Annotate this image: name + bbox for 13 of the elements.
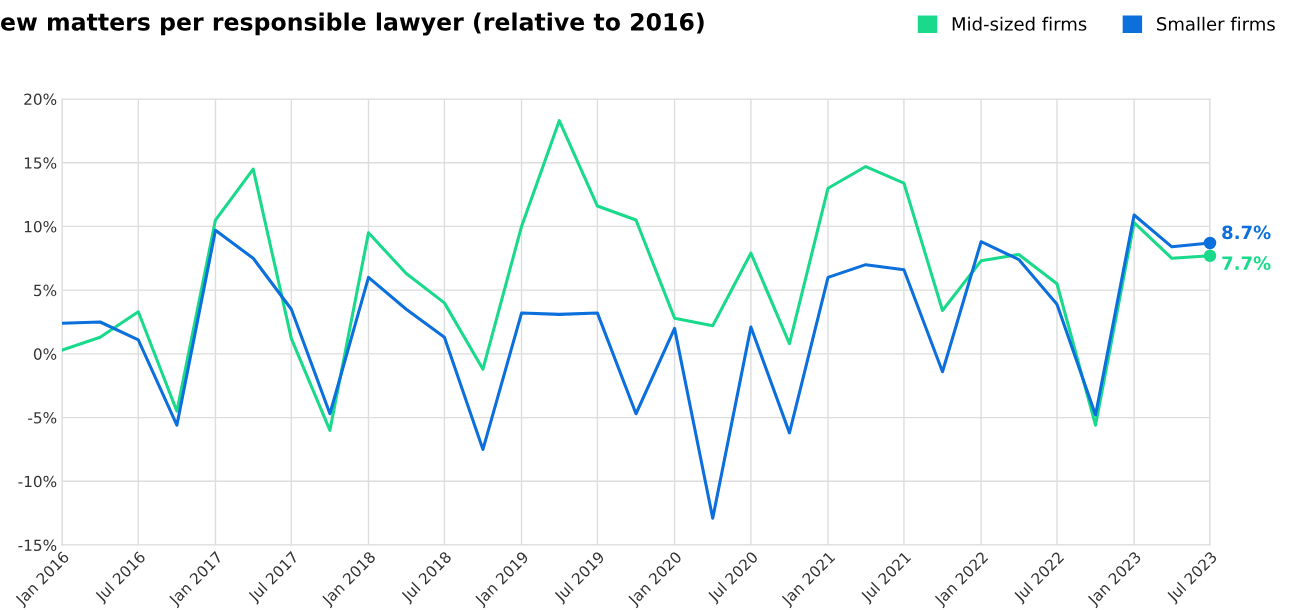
y-tick-label: 15% [24,157,57,169]
y-tick-label: 20% [24,93,57,106]
chart-title: ew matters per responsible lawyer (relative to 2016) [1,12,704,36]
y-tick-label: -15% [18,539,57,552]
y-tick-label: -5% [28,412,57,424]
legend-label: Mid-sized firms [952,16,1087,31]
y-tick-label: 5% [34,284,57,297]
y-tick-label: -10% [18,475,57,488]
annotation: 7.7% [1222,256,1271,270]
legend-label: Smaller firms [1157,16,1275,31]
y-tick-label: 10% [24,220,57,233]
annotation: 8.7% [1222,225,1271,240]
y-tick-label: 0% [33,348,57,360]
